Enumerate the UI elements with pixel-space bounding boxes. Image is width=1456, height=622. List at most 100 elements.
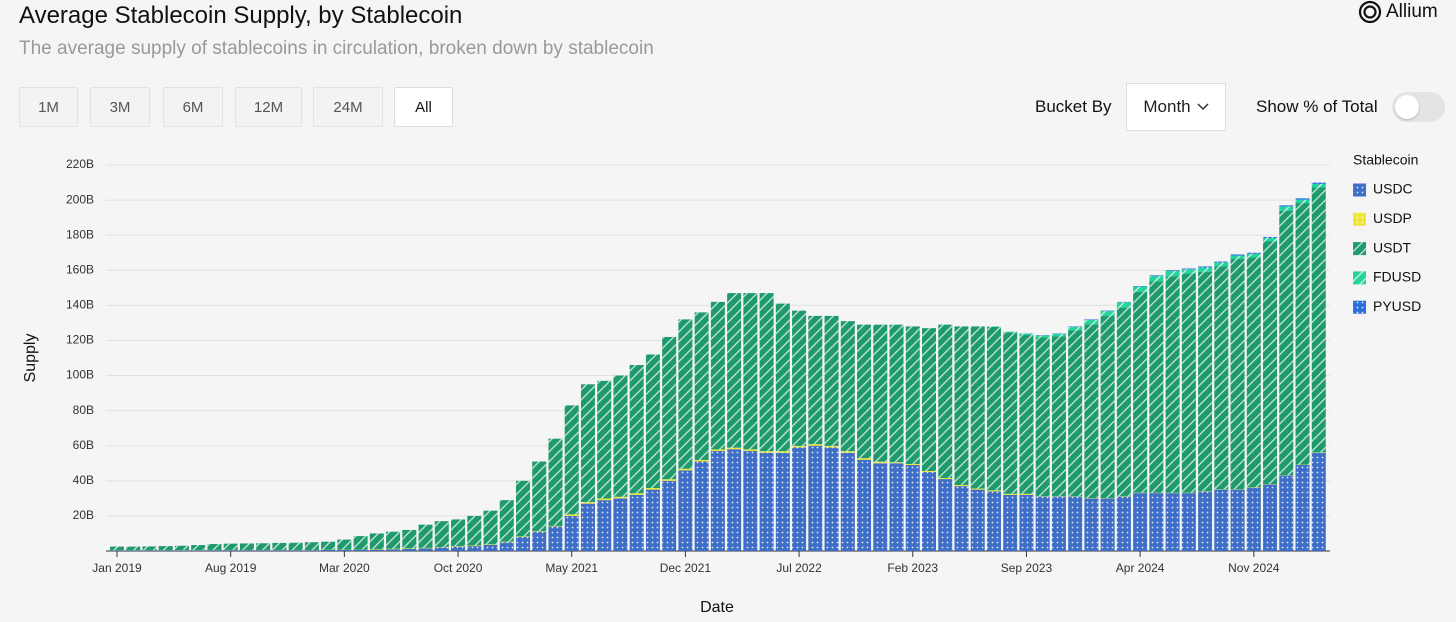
- bar-texture: [905, 465, 920, 551]
- bar-texture: [434, 521, 449, 547]
- bar-texture: [678, 319, 693, 469]
- bar-texture: [710, 450, 725, 551]
- bar-texture: [434, 547, 449, 551]
- bar-texture: [824, 447, 839, 551]
- bar-texture: [743, 450, 758, 551]
- bar-texture: [954, 326, 969, 486]
- bar-texture: [564, 405, 579, 515]
- bar-texture: [743, 293, 758, 450]
- bar-texture: [1019, 335, 1034, 494]
- bar-texture: [1003, 494, 1018, 551]
- range-button[interactable]: All: [394, 87, 453, 127]
- bar-texture: [645, 488, 660, 490]
- bar-texture: [1084, 324, 1099, 499]
- bar-texture: [418, 524, 433, 548]
- bar-texture: [629, 365, 644, 494]
- legend-swatch-texture: [1353, 300, 1366, 314]
- legend-label: USDT: [1373, 239, 1412, 255]
- bar-texture: [597, 500, 612, 551]
- bar-texture: [564, 515, 579, 551]
- bar-texture: [548, 526, 563, 551]
- bar-texture: [1133, 286, 1148, 287]
- y-tick-label: 80B: [73, 403, 94, 417]
- bar-texture: [1084, 319, 1099, 325]
- bar-texture: [1311, 452, 1326, 551]
- bar-texture: [1035, 496, 1050, 551]
- bar-texture: [256, 550, 271, 551]
- range-button[interactable]: 3M: [90, 87, 150, 127]
- bar-texture: [516, 536, 530, 537]
- x-tick-label: Oct 2020: [434, 561, 483, 575]
- bar-texture: [970, 326, 985, 489]
- bar-texture: [499, 542, 514, 551]
- bar-texture: [499, 500, 514, 542]
- bar-texture: [1149, 281, 1164, 493]
- bar-texture: [678, 470, 693, 551]
- x-tick-label: Aug 2019: [205, 561, 257, 575]
- y-tick-label: 160B: [66, 262, 94, 276]
- bar-texture: [1279, 206, 1294, 211]
- bar-texture: [986, 490, 1001, 492]
- bar-texture: [1311, 183, 1326, 188]
- bar-texture: [532, 461, 547, 532]
- bar-texture: [694, 312, 709, 460]
- bar-texture: [418, 547, 433, 549]
- range-button[interactable]: 24M: [313, 87, 383, 127]
- bar-texture: [1246, 253, 1261, 258]
- bar-texture: [710, 301, 725, 450]
- bar-texture: [174, 545, 189, 551]
- bar-texture: [759, 293, 774, 452]
- bar-texture: [564, 514, 579, 516]
- bar-texture: [580, 503, 595, 551]
- bar-texture: [321, 549, 336, 551]
- bar-texture: [207, 550, 222, 551]
- bar-texture: [1198, 267, 1213, 272]
- bucket-dropdown[interactable]: Month: [1126, 83, 1226, 131]
- bar-texture: [1181, 268, 1196, 270]
- bar-texture: [1003, 331, 1018, 333]
- bar-texture: [889, 324, 904, 463]
- toggle[interactable]: [1392, 92, 1445, 122]
- bar-texture: [402, 529, 417, 549]
- x-axis-title: Date: [700, 599, 734, 616]
- bar-texture: [986, 326, 1001, 491]
- bar-texture: [1214, 262, 1229, 267]
- bar-texture: [1019, 493, 1034, 495]
- bar-texture: [1165, 493, 1180, 551]
- range-button[interactable]: 6M: [163, 87, 223, 127]
- range-button[interactable]: 1M: [19, 87, 78, 127]
- bar-texture: [126, 546, 141, 551]
- legend-title: Stablecoin: [1353, 152, 1418, 168]
- bar-texture: [434, 546, 449, 548]
- bar-texture: [483, 510, 498, 545]
- bar-texture: [727, 449, 742, 551]
- bar-texture: [1246, 487, 1261, 551]
- bar-texture: [840, 321, 855, 452]
- bar-texture: [1149, 493, 1164, 551]
- bar-texture: [759, 452, 774, 551]
- bar-texture: [1279, 210, 1294, 476]
- legend-swatch-texture: [1353, 271, 1366, 285]
- bar-texture: [451, 546, 466, 547]
- brand-logo: [1358, 0, 1382, 24]
- bar-texture: [986, 491, 1001, 551]
- x-tick-label: Apr 2024: [1116, 561, 1165, 575]
- bar-texture: [1084, 498, 1099, 551]
- bar-texture: [1003, 493, 1018, 495]
- bar-texture: [613, 498, 628, 551]
- bar-texture: [1295, 465, 1310, 551]
- bar-texture: [402, 548, 417, 549]
- bar-texture: [1165, 270, 1180, 277]
- range-button[interactable]: 12M: [235, 87, 302, 127]
- bar-texture: [483, 544, 498, 545]
- bar-texture: [207, 543, 222, 550]
- bar-texture: [743, 449, 758, 451]
- bar-texture: [1311, 182, 1326, 184]
- bar-texture: [1263, 237, 1278, 242]
- y-tick-label: 100B: [66, 368, 94, 382]
- bar-texture: [905, 326, 920, 464]
- bar-texture: [775, 451, 790, 453]
- bar-texture: [662, 336, 677, 480]
